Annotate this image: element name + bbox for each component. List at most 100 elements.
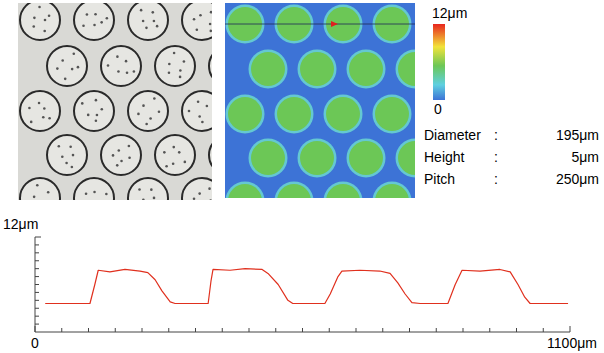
micro-texture	[95, 120, 98, 123]
micro-texture	[43, 107, 46, 110]
micro-texture	[36, 184, 39, 187]
height-dot	[326, 97, 360, 131]
y-tick	[35, 237, 41, 238]
micro-texture	[183, 60, 186, 63]
minor-tick	[463, 328, 464, 332]
micro-texture	[133, 70, 136, 73]
micro-texture	[107, 64, 110, 67]
x-tick	[570, 326, 571, 332]
micro-texture	[142, 199, 145, 200]
spec-value: 5μm	[571, 149, 599, 165]
micro-texture	[69, 145, 72, 148]
micro-texture	[100, 21, 103, 24]
micro-texture	[94, 13, 97, 16]
height-dot	[375, 97, 409, 131]
height-map	[225, 3, 415, 198]
minor-tick	[115, 328, 116, 332]
micro-texture	[196, 28, 199, 31]
micrograph	[18, 3, 212, 200]
micro-texture	[120, 160, 123, 163]
micro-texture	[77, 66, 80, 69]
profile-arrow	[331, 21, 338, 27]
minor-tick	[35, 308, 39, 309]
height-map-background	[225, 3, 415, 198]
height-dot-edge	[396, 139, 416, 178]
micro-texture	[48, 14, 51, 17]
height-dot-edge	[324, 182, 363, 199]
micro-texture	[117, 70, 120, 73]
minor-tick	[35, 316, 39, 317]
height-dot-edge	[324, 95, 363, 134]
micro-dot	[209, 135, 212, 175]
height-dot-edge	[275, 95, 314, 134]
micro-texture	[32, 25, 35, 28]
micro-dot	[74, 3, 114, 40]
height-dot-edge	[249, 139, 288, 178]
micro-texture	[178, 151, 181, 154]
profile-line	[45, 269, 568, 304]
height-dot-edge	[298, 139, 337, 178]
minor-tick	[222, 328, 223, 332]
micro-texture	[61, 59, 64, 62]
micro-texture	[145, 123, 148, 126]
micro-texture	[93, 24, 96, 27]
micro-texture	[58, 145, 61, 148]
minor-tick	[356, 328, 357, 332]
micro-texture	[93, 191, 96, 194]
micro-texture	[153, 20, 156, 23]
micro-texture	[38, 6, 41, 9]
figure: 12μm0Diameter:195μmHeight:5μmPitch:250μm…	[0, 0, 604, 353]
minor-tick	[489, 328, 490, 332]
minor-tick	[61, 328, 62, 332]
micro-texture	[106, 17, 109, 20]
micro-texture	[56, 67, 59, 70]
micro-texture	[149, 117, 152, 120]
micro-texture	[72, 52, 75, 55]
micro-texture	[151, 11, 154, 14]
micro-texture	[206, 105, 209, 108]
minor-tick	[35, 292, 39, 293]
axes	[35, 237, 570, 332]
micro-texture	[198, 115, 201, 118]
minor-tick	[35, 244, 39, 245]
micro-texture	[87, 114, 90, 117]
height-dot-edge	[226, 182, 265, 199]
height-dot	[277, 184, 311, 198]
micro-texture	[172, 146, 175, 149]
micro-texture	[165, 165, 168, 168]
micro-texture	[38, 102, 41, 105]
micro-texture	[96, 114, 99, 117]
spec-label: Diameter	[424, 127, 481, 143]
micro-texture	[112, 154, 115, 157]
height-dot	[398, 52, 415, 86]
micro-texture	[33, 196, 36, 199]
height-dot-edge	[275, 182, 314, 199]
minor-tick	[409, 328, 410, 332]
micro-dot	[128, 3, 168, 40]
minor-tick	[35, 268, 39, 269]
spec-label: Height	[424, 149, 465, 165]
micro-texture	[140, 9, 143, 12]
minor-tick	[35, 324, 39, 325]
micro-texture	[72, 154, 75, 157]
minor-tick	[382, 328, 383, 332]
micro-texture	[193, 197, 196, 200]
minor-tick	[35, 300, 39, 301]
micro-texture	[28, 107, 31, 110]
micro-texture	[128, 156, 131, 159]
micro-dot	[101, 135, 141, 175]
micro-texture	[209, 23, 212, 26]
micro-dot	[155, 46, 195, 86]
height-dot	[349, 52, 383, 86]
height-dot	[277, 97, 311, 131]
height-dot-edge	[347, 50, 386, 89]
micro-texture	[82, 25, 85, 28]
color-bar-label: 0	[434, 101, 442, 117]
x-tick-label: 1100μm	[547, 335, 597, 351]
micro-texture	[210, 30, 212, 33]
micro-texture	[173, 52, 176, 55]
micro-texture	[138, 188, 141, 191]
micro-dot	[182, 91, 212, 131]
minor-tick	[35, 276, 39, 277]
height-dot-edge	[347, 139, 386, 178]
